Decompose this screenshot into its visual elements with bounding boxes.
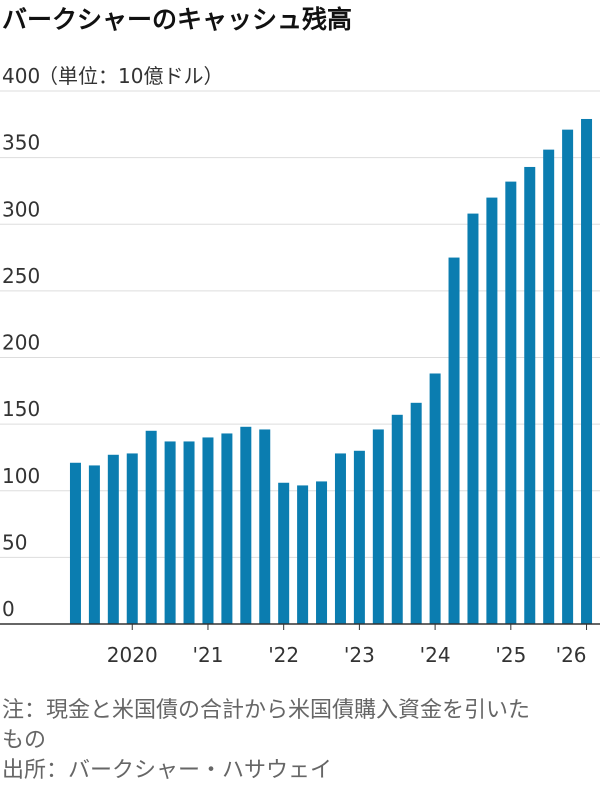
y-tick-label: 50 [2, 530, 27, 554]
bar [486, 197, 498, 624]
bar [410, 402, 422, 624]
bar [88, 465, 100, 624]
y-tick-label: 350 [2, 131, 40, 155]
x-tick-label: '24 [420, 643, 451, 667]
bar [164, 441, 176, 624]
bar [221, 433, 233, 624]
x-tick-label: '23 [344, 643, 375, 667]
y-tick-label: 100 [2, 464, 40, 488]
bar [372, 429, 384, 624]
chart: バークシャーのキャッシュ残高 0 50 100 150 200 250 300 350 400（… [0, 5, 600, 667]
bar [562, 129, 574, 624]
bar [391, 414, 403, 624]
bar [524, 166, 536, 624]
bar [202, 437, 214, 624]
bar [448, 257, 460, 624]
y-tick-label: 300 [2, 197, 40, 221]
bar [69, 462, 81, 624]
bar [297, 485, 309, 624]
bar [259, 429, 271, 624]
bar [145, 430, 157, 624]
chart-title: バークシャーのキャッシュ残高 [2, 5, 352, 34]
x-tick-label: '22 [268, 643, 299, 667]
unit-label: （単位：10億ドル） [38, 64, 223, 88]
y-tick-label: 400 [2, 64, 40, 88]
bar [107, 454, 119, 624]
notes: 注：現金と米国債の合計から米国債購入資金を引いたもの 出所：バークシャー・ハサウ… [2, 696, 542, 786]
bar [183, 441, 195, 624]
bar [353, 450, 365, 624]
bar [316, 481, 328, 624]
x-tick-label: '25 [495, 643, 526, 667]
x-tick-label: '26 [556, 643, 587, 667]
bar [543, 149, 555, 624]
source: 出所：バークシャー・ハサウェイ [2, 758, 333, 783]
y-tick-label: 0 [2, 597, 15, 621]
bar [467, 213, 479, 624]
y-tick-label: 250 [2, 264, 40, 288]
bar [581, 118, 593, 625]
bar [240, 426, 252, 624]
x-tick-label: '21 [192, 643, 223, 667]
bar [334, 453, 346, 624]
y-tick-label: 150 [2, 397, 40, 421]
bar [429, 373, 441, 624]
x-tick-label: 2020 [107, 643, 158, 667]
note: 注：現金と米国債の合計から米国債購入資金を引いたもの [2, 698, 531, 753]
bar [278, 482, 290, 624]
y-tick-label: 200 [2, 331, 40, 355]
bar [126, 453, 138, 624]
bar [505, 181, 517, 625]
